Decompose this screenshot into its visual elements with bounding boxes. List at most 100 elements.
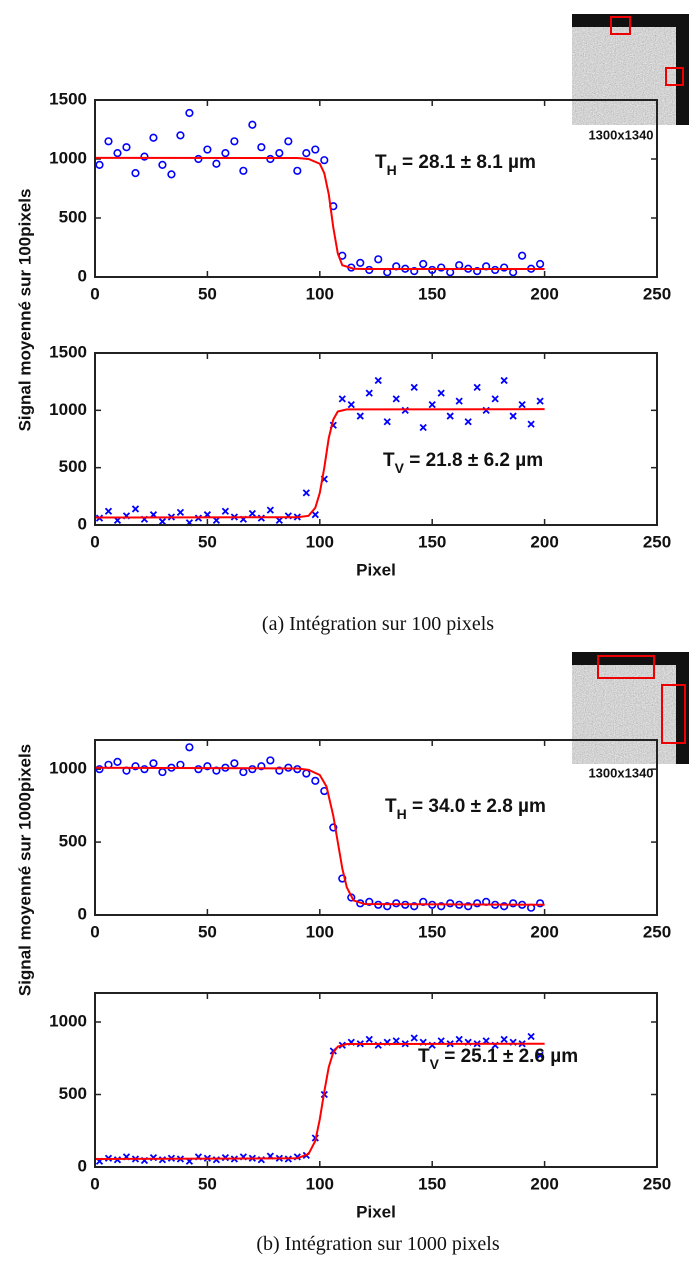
annotation-text: = 34.0 ± 2.8 µm [407,796,546,817]
point [230,759,239,768]
annotation: TV = 25.1 ± 2.6 µm [418,1046,578,1072]
point [356,412,364,420]
point [536,899,545,908]
fit-line [94,408,545,519]
point [518,400,526,409]
x-tick-label: 200 [530,532,558,551]
point [500,902,509,911]
point [95,765,104,774]
inset-label: 1300x1340 [588,127,653,142]
x-tick-label: 200 [530,284,558,303]
inset-image [572,14,689,125]
point [473,383,481,392]
caption: (a) Intégration sur 100 pixels [262,613,494,635]
point [509,412,517,420]
y-axis-label: Signal moyenné sur 1000pixels [15,744,34,996]
x-tick-label: 50 [198,1174,217,1193]
point [383,902,392,911]
point [311,776,320,785]
point [455,397,463,405]
x-tick-label: 250 [643,532,671,551]
x-tick-label: 100 [306,922,334,941]
point [437,902,446,911]
point [158,767,167,777]
x-tick-label: 100 [306,1174,334,1193]
x-tick-label: 250 [643,922,671,941]
point [446,899,455,908]
point [536,1051,544,1059]
x-tick-label: 50 [198,532,217,551]
point [491,395,499,403]
point [284,137,293,146]
y-tick-label: 500 [59,457,87,476]
fit-line [94,766,545,906]
inset-label: 1300x1340 [588,765,653,780]
y-tick-label: 0 [78,266,87,285]
point [500,1035,508,1044]
point [275,516,283,525]
y-tick-label: 1500 [49,342,87,361]
point [131,505,140,513]
point [347,400,355,409]
point [122,143,131,152]
point [266,506,274,514]
point [131,762,140,771]
point [230,137,239,146]
point [455,261,464,270]
point [473,267,482,276]
fit-line [94,156,545,270]
point [194,154,203,164]
x-tick-label: 150 [418,922,446,941]
annotation: TH = 34.0 ± 2.8 µm [385,796,546,822]
annotation-symbol: T [418,1046,430,1067]
point [149,759,158,768]
point [473,899,482,908]
annotation-text: = 28.1 ± 8.1 µm [397,152,536,173]
annotation: TH = 28.1 ± 8.1 µm [375,152,536,178]
point [293,166,302,175]
point [248,120,257,129]
point [482,406,490,414]
y-tick-label: 1000 [49,1011,87,1030]
x-tick-label: 0 [90,284,99,303]
point [518,251,527,260]
point [410,1034,418,1042]
x-tick-label: 200 [530,1174,558,1193]
annotation-symbol: T [375,152,387,173]
point [239,166,248,175]
x-tick-label: 50 [198,922,217,941]
point [365,389,373,397]
point [194,765,203,774]
point [410,902,419,911]
x-tick-label: 0 [90,532,99,551]
x-tick-label: 100 [306,284,334,303]
point [320,156,329,165]
point [257,143,266,152]
point [311,145,320,154]
point [140,152,149,161]
point [302,149,311,158]
axes-frame [94,99,658,278]
point [248,509,256,518]
x-tick-label: 200 [530,922,558,941]
point [437,263,446,272]
point [446,412,454,420]
point [176,131,185,140]
point [266,756,275,765]
point [536,397,544,405]
point [221,149,230,158]
point [419,423,427,432]
annotation: TV = 21.8 ± 6.2 µm [383,450,543,476]
point [140,765,149,774]
axes-frame [94,739,658,916]
x-tick-label: 100 [306,532,334,551]
point [158,160,167,169]
point [302,489,310,497]
point [257,762,266,771]
y-tick-label: 500 [59,1084,87,1103]
point [185,743,194,752]
y-tick-label: 0 [78,514,87,533]
x-tick-label: 0 [90,1174,99,1193]
point [104,137,113,146]
